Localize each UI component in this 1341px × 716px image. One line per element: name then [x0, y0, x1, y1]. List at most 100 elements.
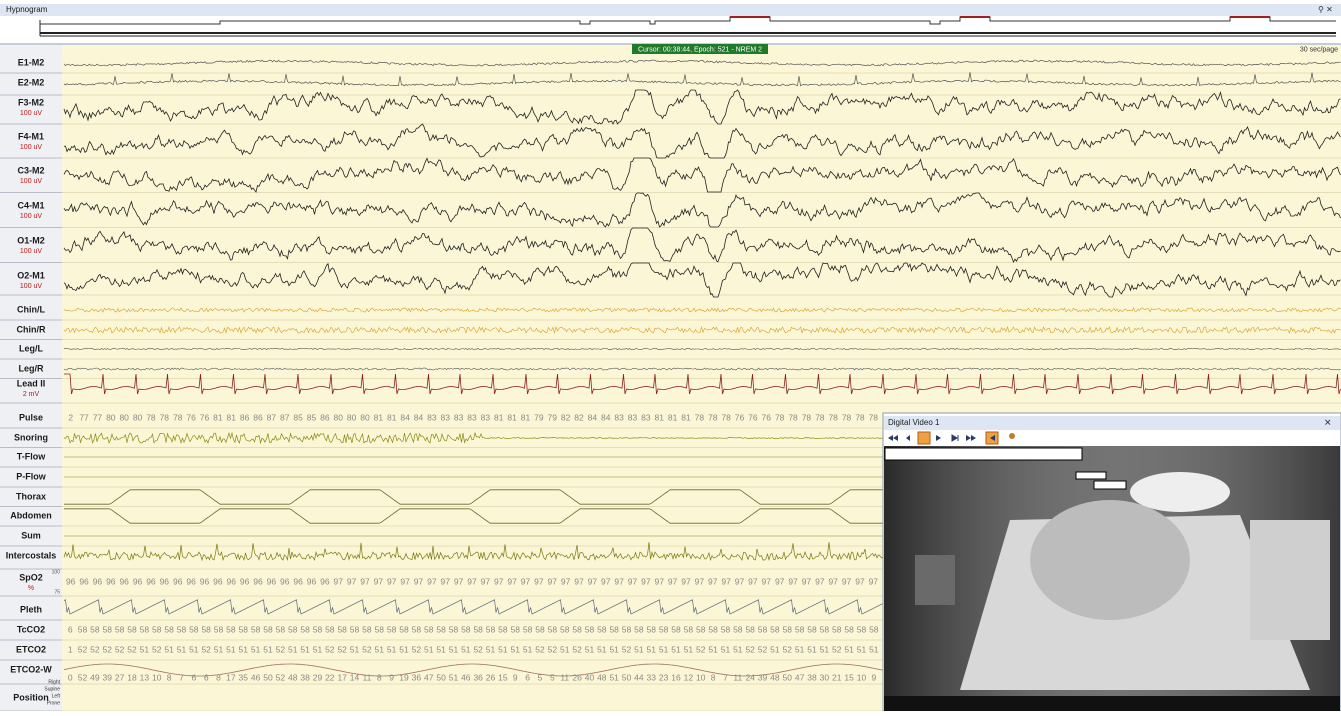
etco2-value: 51 [239, 644, 249, 654]
channel-label: F3-M2 [18, 97, 44, 107]
pin-button[interactable]: ⚲ ✕ [1318, 5, 1333, 14]
spo2-value: 96 [240, 576, 250, 586]
settings-button[interactable] [1009, 433, 1015, 439]
etco2_w-value: 38 [300, 672, 310, 682]
spo2-value: 96 [186, 576, 196, 586]
channel-unit: 100 uV [20, 248, 43, 255]
spo2-value: 97 [414, 576, 424, 586]
tcco2-value: 58 [164, 624, 174, 634]
spo2-value: 96 [146, 576, 156, 586]
etco2-value: 51 [634, 644, 644, 654]
pulse-value: 87 [267, 412, 277, 422]
spo2-value: 97 [481, 576, 491, 586]
etco2-value: 52 [337, 644, 347, 654]
etco2_w-value: 26 [572, 672, 582, 682]
etco2_w-value: 46 [251, 672, 261, 682]
channel-label: Sum [21, 530, 41, 540]
spo2-value: 96 [293, 576, 303, 586]
etco2_w-value: 10 [152, 672, 162, 682]
pulse-value: 81 [213, 412, 223, 422]
hypnogram-title: Hypnogram [6, 5, 48, 14]
tcco2-value: 58 [721, 624, 731, 634]
cursor-label: Cursor: 00:38:44, Epoch: 521 - NREM 2 [638, 46, 762, 53]
pulse-value: 79 [534, 412, 544, 422]
etco2_w-value: 18 [127, 672, 137, 682]
tcco2-value: 58 [239, 624, 249, 634]
pulse-value: 78 [788, 412, 798, 422]
etco2-value: 52 [548, 644, 558, 654]
tcco2-value: 58 [78, 624, 88, 634]
channel-label: C3-M2 [17, 165, 44, 175]
video-title: Digital Video 1 [888, 418, 940, 427]
tcco2-value: 58 [325, 624, 335, 634]
page-scale: 30 sec/page [1300, 46, 1338, 53]
pulse-value: 81 [655, 412, 665, 422]
tcco2-value: 58 [622, 624, 632, 634]
etco2-value: 51 [647, 644, 657, 654]
tcco2-value: 58 [115, 624, 125, 634]
etco2-value: 51 [820, 644, 830, 654]
spo2-value: 97 [668, 576, 678, 586]
spo2-value: 97 [869, 576, 879, 586]
spo2-value: 97 [775, 576, 785, 586]
etco2_w-value: 33 [647, 672, 657, 682]
pulse-value: 76 [762, 412, 772, 422]
channel-unit: 100 uV [20, 213, 43, 220]
etco2-value: 51 [733, 644, 743, 654]
pause-button[interactable] [918, 432, 930, 444]
tcco2-value: 58 [473, 624, 483, 634]
etco2-value: 51 [189, 644, 199, 654]
pulse-value: 78 [855, 412, 865, 422]
etco2-value: 52 [696, 644, 706, 654]
tcco2-value: 58 [758, 624, 768, 634]
tcco2-value: 58 [733, 624, 743, 634]
etco2-value: 51 [857, 644, 867, 654]
etco2-value: 51 [313, 644, 323, 654]
etco2_w-value: 47 [795, 672, 805, 682]
spo2-value: 97 [708, 576, 718, 586]
etco2-value: 52 [783, 644, 793, 654]
etco2-value: 51 [449, 644, 459, 654]
tcco2-value: 58 [486, 624, 496, 634]
pulse-value: 80 [360, 412, 370, 422]
etco2_w-value: 50 [436, 672, 446, 682]
pulse-value: 78 [721, 412, 731, 422]
tcco2-value: 58 [585, 624, 595, 634]
spo2-value: 96 [160, 576, 170, 586]
etco2-value: 51 [844, 644, 854, 654]
etco2_w-value: 52 [78, 672, 88, 682]
pulse-value: 78 [842, 412, 852, 422]
spo2-value: 97 [360, 576, 370, 586]
channel-label: Leg/L [19, 343, 44, 353]
pulse-value: 80 [347, 412, 357, 422]
tcco2-value: 58 [263, 624, 273, 634]
tcco2-value: 58 [424, 624, 434, 634]
etco2-value: 52 [832, 644, 842, 654]
tcco2-value: 58 [609, 624, 619, 634]
spo2-value: 96 [226, 576, 236, 586]
etco2-value: 52 [201, 644, 211, 654]
video-titlebar [884, 416, 1340, 430]
spo2-value: 97 [762, 576, 772, 586]
etco2_w-value: 40 [585, 672, 595, 682]
etco2_w-value: 13 [140, 672, 150, 682]
etco2-value: 51 [807, 644, 817, 654]
channel-label: T-Flow [17, 451, 46, 461]
etco2_w-value: 50 [622, 672, 632, 682]
etco2_w-value: 19 [399, 672, 409, 682]
channel-label: C4-M1 [17, 200, 44, 210]
channel-unit: 100 uV [20, 144, 43, 151]
channel-unit: 100 uV [20, 110, 43, 117]
etco2_w-value: 26 [486, 672, 496, 682]
close-button[interactable]: ✕ [1324, 417, 1332, 427]
etco2-value: 52 [622, 644, 632, 654]
pulse-value: 86 [240, 412, 250, 422]
etco2-value: 51 [164, 644, 174, 654]
tcco2-value: 58 [708, 624, 718, 634]
pulse-value: 81 [387, 412, 397, 422]
etco2_w-value: 48 [770, 672, 780, 682]
pulse-value: 83 [481, 412, 491, 422]
pulse-value: 87 [280, 412, 290, 422]
hypnogram-titlebar [0, 4, 1341, 16]
psg-viewer: Hypnogram ⚲ ✕ Cursor: 00:38:44, Epoch: 5… [0, 0, 1341, 711]
